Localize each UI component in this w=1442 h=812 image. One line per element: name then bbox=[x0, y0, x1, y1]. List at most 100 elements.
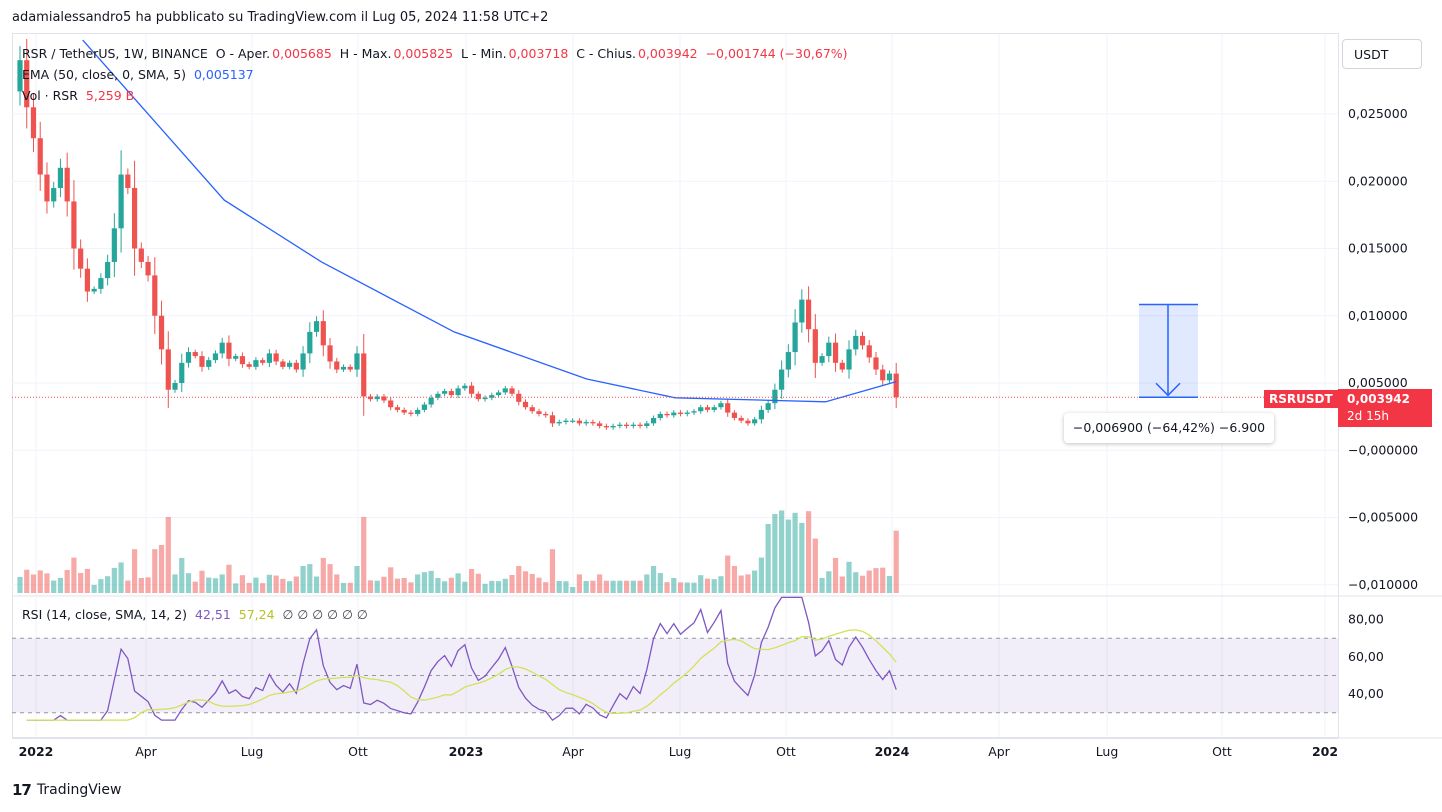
candle-body bbox=[64, 167, 70, 202]
candle-body bbox=[313, 321, 320, 332]
volume-bar bbox=[502, 578, 508, 593]
volume-bar bbox=[287, 581, 293, 593]
candle-body bbox=[300, 353, 306, 370]
candle-body bbox=[192, 352, 198, 357]
candle-body bbox=[671, 412, 677, 416]
volume-bar bbox=[388, 567, 394, 593]
candle-body bbox=[226, 342, 232, 359]
last-price-label: 0,003942 2d 15h bbox=[1338, 389, 1432, 427]
candle-body bbox=[610, 426, 616, 428]
rsi-line bbox=[26, 596, 897, 722]
volume-bar bbox=[415, 574, 421, 593]
rsi-label: RSI (14, close, SMA, 14, 2) bbox=[22, 607, 188, 622]
rsi-legend[interactable]: RSI (14, close, SMA, 14, 2) 42,51 57,24 … bbox=[22, 607, 368, 622]
candle-body bbox=[381, 396, 387, 401]
ema-value: 0,005137 bbox=[193, 67, 254, 82]
volume-bar bbox=[125, 580, 131, 593]
candle-body bbox=[233, 356, 239, 359]
candle-body bbox=[792, 322, 798, 353]
volume-legend[interactable]: Vol · RSR 5,259 B bbox=[22, 88, 134, 103]
volume-bar bbox=[677, 582, 684, 593]
candle-body bbox=[556, 422, 562, 424]
volume-bar bbox=[624, 580, 630, 593]
volume-bar bbox=[725, 555, 731, 593]
candle-body bbox=[664, 413, 670, 416]
candle-body bbox=[765, 403, 771, 410]
volume-bar bbox=[111, 567, 117, 593]
countdown-label: 2d 15h bbox=[1347, 409, 1389, 423]
candle-body bbox=[859, 335, 866, 346]
volume-bar bbox=[78, 573, 84, 593]
candle-body bbox=[590, 422, 596, 424]
volume-bar bbox=[448, 577, 454, 593]
volume-bar bbox=[603, 580, 609, 593]
candle-body bbox=[340, 366, 347, 370]
volume-bar bbox=[866, 570, 872, 593]
volume-bar bbox=[158, 545, 165, 593]
footer-brand[interactable]: 𝟭𝟳 TradingView bbox=[12, 781, 121, 799]
candle-body bbox=[489, 395, 495, 398]
candle-body bbox=[246, 364, 252, 367]
volume-bar bbox=[752, 570, 758, 593]
volume-bar bbox=[455, 573, 461, 593]
volume-bar bbox=[334, 574, 340, 593]
volume-bar bbox=[24, 569, 30, 593]
candle-body bbox=[428, 397, 434, 405]
ema-line bbox=[82, 39, 897, 403]
candle-body bbox=[563, 420, 569, 423]
candle-body bbox=[435, 393, 441, 398]
volume-bar bbox=[495, 581, 502, 593]
candle-body bbox=[44, 174, 50, 202]
candle-body bbox=[839, 362, 845, 370]
ema-legend[interactable]: EMA (50, close, 0, SMA, 5) 0,005137 bbox=[22, 67, 254, 82]
candle-body bbox=[145, 261, 151, 276]
volume-bar bbox=[17, 576, 23, 593]
measure-tooltip: −0,006900 (−64,42%) −6.900 bbox=[1064, 413, 1274, 443]
volume-bar bbox=[300, 566, 306, 593]
candle-body bbox=[522, 401, 529, 408]
candle-body bbox=[293, 362, 299, 370]
volume-bar bbox=[367, 580, 374, 593]
candle-body bbox=[57, 167, 64, 188]
rsi-tick-label: 60,00 bbox=[1348, 649, 1384, 664]
time-tick-label: 2024 bbox=[875, 744, 910, 759]
volume-bar bbox=[179, 557, 185, 593]
volume-bar bbox=[590, 580, 596, 593]
volume-bar bbox=[394, 578, 401, 593]
high-value: 0,005825 bbox=[393, 46, 454, 61]
candle-body bbox=[138, 248, 144, 262]
volume-bar bbox=[462, 581, 468, 593]
volume-bar bbox=[691, 582, 697, 593]
candle-body bbox=[812, 329, 818, 363]
candle-body bbox=[772, 389, 778, 404]
volume-bar bbox=[637, 580, 643, 593]
tradingview-logo-icon: 𝟭𝟳 bbox=[12, 781, 32, 799]
volume-bar bbox=[98, 579, 104, 593]
low-label: L - Min. bbox=[461, 46, 507, 61]
rsi-tick-label: 40,00 bbox=[1348, 686, 1384, 701]
rsi-extra-values: ∅ ∅ ∅ ∅ ∅ ∅ bbox=[282, 607, 368, 622]
currency-button[interactable]: USDT bbox=[1342, 39, 1422, 69]
price-axis[interactable] bbox=[1338, 33, 1442, 738]
volume-bar bbox=[44, 573, 50, 593]
volume-bar bbox=[266, 574, 272, 593]
volume-bar bbox=[84, 568, 90, 593]
candle-body bbox=[165, 349, 171, 390]
volume-bar bbox=[650, 566, 657, 593]
volume-bar bbox=[307, 564, 313, 593]
volume-bar bbox=[873, 568, 879, 593]
candle-body bbox=[462, 385, 468, 389]
time-tick-label: Apr bbox=[988, 744, 1010, 759]
volume-bar bbox=[64, 569, 70, 593]
volume-bar bbox=[246, 582, 252, 593]
measure-arrow-head bbox=[1155, 382, 1181, 397]
candle-body bbox=[826, 342, 832, 357]
candle-body bbox=[758, 409, 764, 420]
volume-bar bbox=[253, 577, 259, 593]
price-tick-label: 0,005000 bbox=[1348, 375, 1408, 390]
candle-body bbox=[684, 412, 690, 414]
candle-body bbox=[819, 356, 825, 363]
symbol-label[interactable]: RSR / TetherUS, 1W, BINANCE bbox=[22, 46, 208, 61]
high-label: H - Max. bbox=[339, 46, 392, 61]
